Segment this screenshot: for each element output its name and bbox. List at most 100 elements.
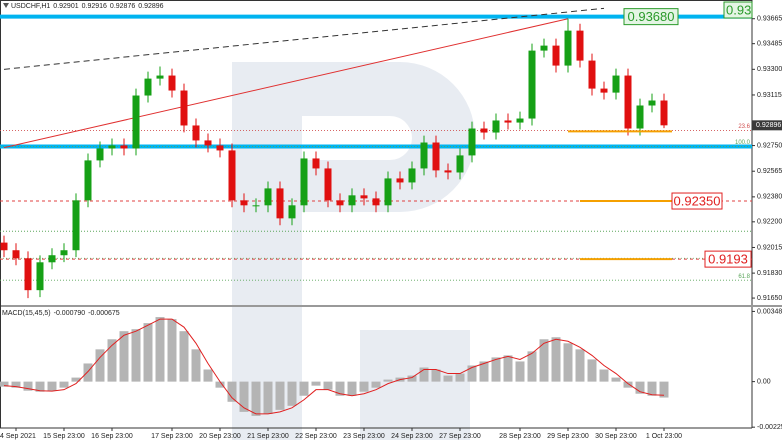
candle-body [396,178,404,183]
macd-bar [527,351,537,382]
x-tick-label: 20 Sep 23:00 [199,433,241,440]
chart-header: USDCHF,H1 0.92901 0.92916 0.92876 0.92896 [11,3,164,10]
indicator-value: -0.000675 [88,310,120,317]
trend-line [3,18,569,149]
candle-body [60,250,68,256]
y-tick-label: 0.93115 [757,92,782,99]
macd-bar [407,375,417,382]
macd-bar [167,319,177,382]
macd-bar [0,381,9,387]
trend-line [3,7,605,70]
x-tick-label: 27 Sep 23:00 [439,433,481,440]
candle-body [156,75,164,79]
macd-bar [563,343,573,382]
candle-body [228,150,236,201]
macd-bar [611,377,621,382]
macd-bar [95,349,105,382]
ohlc-value: 0.92876 [110,3,135,10]
y-tick-label: 0.92565 [757,168,782,175]
candle-body [360,195,368,199]
ohlc-value: 0.92901 [53,3,78,10]
panel-separator [0,305,782,307]
macd-bar [587,359,597,382]
fib-label: 61.8 [738,274,750,280]
y-tick-label: 0.91650 [757,295,782,302]
macd-bar [35,381,45,392]
macd-bar [47,381,57,391]
target-label-box [623,8,679,26]
target-label-box [671,192,723,210]
candle-body [0,242,8,251]
macd-bar [251,381,261,416]
signal-line [3,318,665,415]
candle-body [384,178,392,206]
candle-body [432,142,440,171]
candle-body [552,45,560,66]
corner-label: 0.93 [726,2,751,17]
macd-bar [479,361,489,382]
macd-bar [275,381,285,410]
macd-bar [239,381,249,412]
x-tick-label: 28 Sep 23:00 [499,433,541,440]
watermark-bowl [302,62,475,212]
x-tick-label: 15 Sep 23:00 [43,433,85,440]
macd-bar [455,373,465,382]
y-tick-label: 0.93665 [757,16,782,23]
candle-body [324,168,332,201]
candle-body [588,60,596,89]
candle-body [420,142,428,169]
indicator-name: MACD(15,45,5) [2,310,51,317]
macd-bar [347,381,357,396]
symbol-dropdown [3,3,9,8]
candle-body [348,195,356,206]
macd-bar [491,357,501,382]
candle-body [480,128,488,133]
candle-body [252,205,260,207]
candle-body [624,75,632,129]
y-tick-label: 0.93300 [757,66,782,73]
macd-bar [515,361,525,382]
macd-bar [59,381,69,388]
ohlc-value: 0.92896 [138,3,163,10]
y-tick-label: 0.92750 [757,142,782,149]
candle-body [528,50,536,119]
fib-label: 100.0 [735,140,751,146]
candle-body [516,118,524,123]
macd-bar [359,381,369,392]
watermark-stem [232,62,302,440]
candle-body [36,262,44,291]
target-label-box [704,250,752,268]
candle-body [240,200,248,206]
macd-bar [107,339,117,382]
candle-body [300,158,308,206]
macd-bar [227,381,237,402]
macd-bar [179,331,189,382]
macd-bar [599,369,609,382]
x-tick-label: 29 Sep 23:00 [547,433,589,440]
macd-bar [371,381,381,388]
macd-bar [83,363,93,382]
macd-bar [419,367,429,382]
candle-body [660,100,668,126]
macd-bar [203,369,213,382]
macd-bar [155,317,165,382]
candle-body [468,128,476,156]
candle-body [204,140,212,146]
y-tick-label: 0.92380 [757,194,782,201]
target-label: 0.9193 [708,252,748,267]
candle-body [504,120,512,123]
candle-body [264,188,272,206]
candle-body [312,158,320,169]
candle-body [120,145,128,149]
y-tick-label: 0.92200 [757,219,782,226]
macd-bar [431,369,441,382]
target-label: 0.93680 [628,9,675,24]
macd-bar [335,381,345,396]
y-tick-label: 0.92015 [757,244,782,251]
watermark-foot [360,330,470,440]
x-tick-label: 14 Sep 2021 [0,433,36,440]
candle-body [600,88,608,93]
candle-body [108,145,116,149]
x-tick-label: 16 Sep 23:00 [91,433,133,440]
